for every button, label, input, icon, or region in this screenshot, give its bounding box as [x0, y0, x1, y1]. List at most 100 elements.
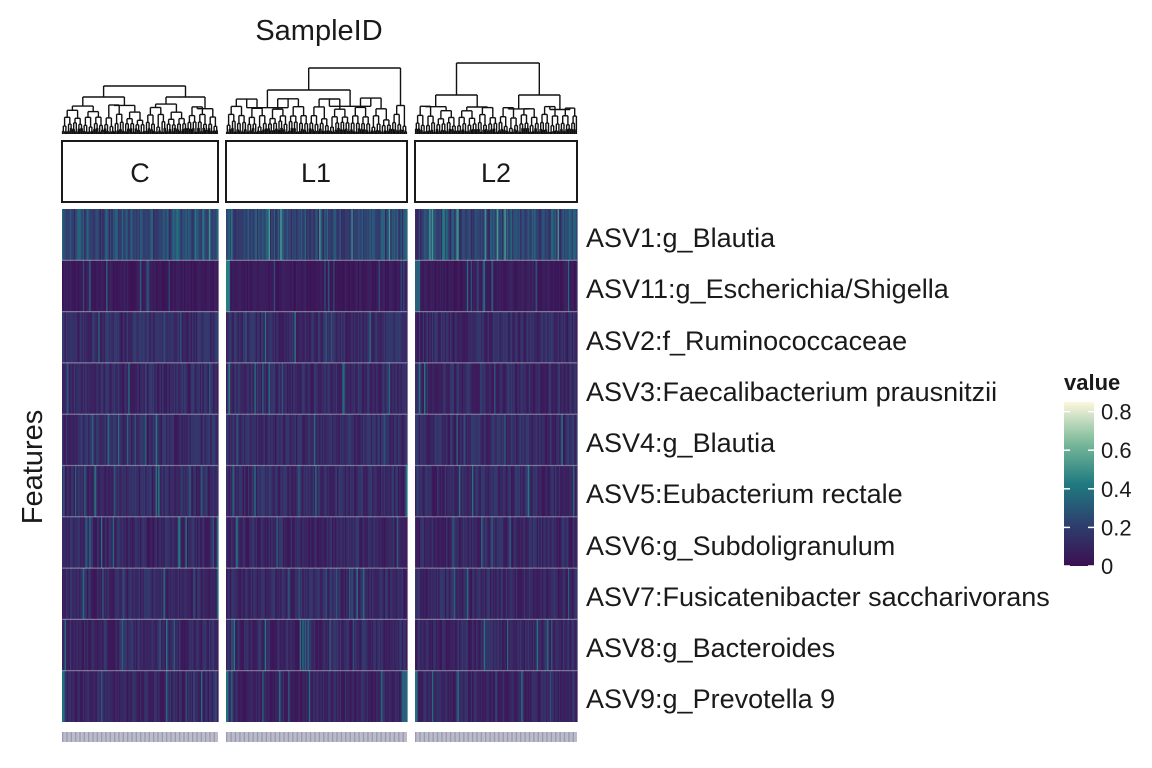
heatmap-cell — [324, 260, 327, 312]
heatmap-cell — [462, 414, 465, 466]
heatmap-cell — [206, 414, 209, 466]
heatmap-cell — [417, 568, 420, 620]
heatmap-cell — [299, 414, 302, 466]
heatmap-cell — [418, 670, 421, 722]
heatmap-cell — [93, 465, 96, 517]
heatmap-cell — [540, 209, 543, 261]
heatmap-cell — [339, 465, 342, 517]
heatmap-cell — [319, 260, 321, 312]
heatmap-cell — [437, 260, 439, 312]
heatmap-cell — [522, 311, 525, 363]
heatmap-cell — [324, 619, 327, 671]
heatmap-cell — [497, 516, 500, 569]
heatmap-cell — [212, 516, 215, 569]
heatmap-cell — [255, 670, 258, 722]
heatmap-cell — [455, 670, 458, 722]
heatmap-cell — [282, 260, 285, 312]
heatmap-cell — [95, 414, 98, 466]
heatmap-cell — [189, 209, 192, 261]
heatmap-cell — [574, 260, 577, 312]
heatmap-cell — [363, 260, 365, 312]
heatmap-cell — [420, 619, 423, 671]
heatmap-cell — [102, 465, 105, 517]
heatmap-cell — [185, 209, 188, 261]
heatmap-cell — [368, 311, 371, 363]
heatmap-cell — [121, 619, 124, 671]
heatmap-cell — [404, 516, 407, 569]
heatmap-cell — [62, 209, 64, 261]
heatmap-cell — [205, 568, 207, 620]
heatmap-cell — [156, 260, 159, 312]
heatmap-cell — [430, 568, 433, 620]
heatmap-cell — [242, 516, 245, 569]
heatmap-cell — [507, 260, 509, 312]
heatmap-cell — [534, 414, 537, 466]
heatmap-cell — [372, 362, 374, 415]
heatmap-cell — [197, 670, 200, 722]
heatmap-cell — [510, 209, 513, 261]
heatmap-cell — [343, 670, 346, 722]
heatmap-cell — [197, 209, 200, 261]
heatmap-cell — [268, 619, 271, 671]
heatmap-cell — [474, 414, 477, 466]
heatmap-cell — [539, 670, 542, 722]
heatmap-cell — [369, 311, 372, 363]
heatmap-cell — [236, 209, 239, 261]
heatmap-cell — [442, 414, 445, 466]
heatmap-cell — [245, 260, 248, 312]
heatmap-cell — [186, 516, 189, 569]
heatmap-cell — [369, 670, 372, 722]
heatmap-cell — [366, 619, 369, 671]
heatmap-cell — [416, 568, 419, 620]
heatmap-cell — [180, 209, 183, 261]
heatmap-cell — [539, 414, 542, 466]
heatmap-cell — [364, 209, 367, 261]
heatmap-cell — [158, 311, 161, 363]
heatmap-cell — [208, 414, 211, 466]
heatmap-cell — [324, 414, 327, 466]
heatmap-cell — [348, 619, 351, 671]
heatmap-cell — [120, 209, 123, 261]
heatmap-cell — [257, 568, 259, 620]
heatmap-cell — [82, 362, 85, 415]
heatmap-cell — [565, 619, 568, 671]
heatmap-cell — [324, 311, 327, 363]
heatmap-cell — [366, 209, 369, 261]
heatmap-cell — [133, 209, 136, 261]
heatmap-cell — [405, 465, 408, 517]
heatmap-cell — [197, 414, 200, 466]
heatmap-cell — [382, 311, 385, 363]
heatmap-cell — [293, 568, 296, 620]
heatmap-cell — [316, 209, 319, 261]
heatmap-cell — [119, 260, 122, 312]
heatmap-cell — [474, 362, 477, 415]
heatmap-cell — [107, 568, 110, 620]
heatmap-cell — [514, 670, 517, 722]
heatmap-cell — [503, 311, 506, 363]
heatmap-cell — [297, 568, 299, 620]
heatmap-cell — [482, 670, 485, 722]
heatmap-cell — [492, 311, 495, 363]
heatmap-cell — [304, 260, 307, 312]
heatmap-cell — [276, 311, 279, 363]
heatmap-cell — [130, 414, 133, 466]
heatmap-cell — [315, 619, 318, 671]
heatmap-cell — [326, 209, 329, 261]
heatmap-cell — [435, 465, 438, 517]
heatmap-cell — [98, 619, 101, 671]
heatmap-cell — [438, 362, 441, 415]
heatmap-cell — [137, 260, 140, 312]
heatmap-cell — [176, 516, 179, 569]
heatmap-cell — [130, 619, 133, 671]
heatmap-cell — [317, 260, 320, 312]
heatmap-cell — [80, 209, 83, 261]
heatmap-cell — [271, 465, 274, 517]
heatmap-cell — [198, 516, 201, 569]
heatmap-cell — [75, 465, 77, 517]
heatmap-cell — [405, 260, 408, 312]
heatmap-cell — [526, 362, 529, 415]
heatmap-cell — [77, 209, 80, 261]
heatmap-cell — [531, 260, 534, 312]
heatmap-cell — [295, 311, 298, 363]
heatmap-cell — [496, 568, 499, 620]
